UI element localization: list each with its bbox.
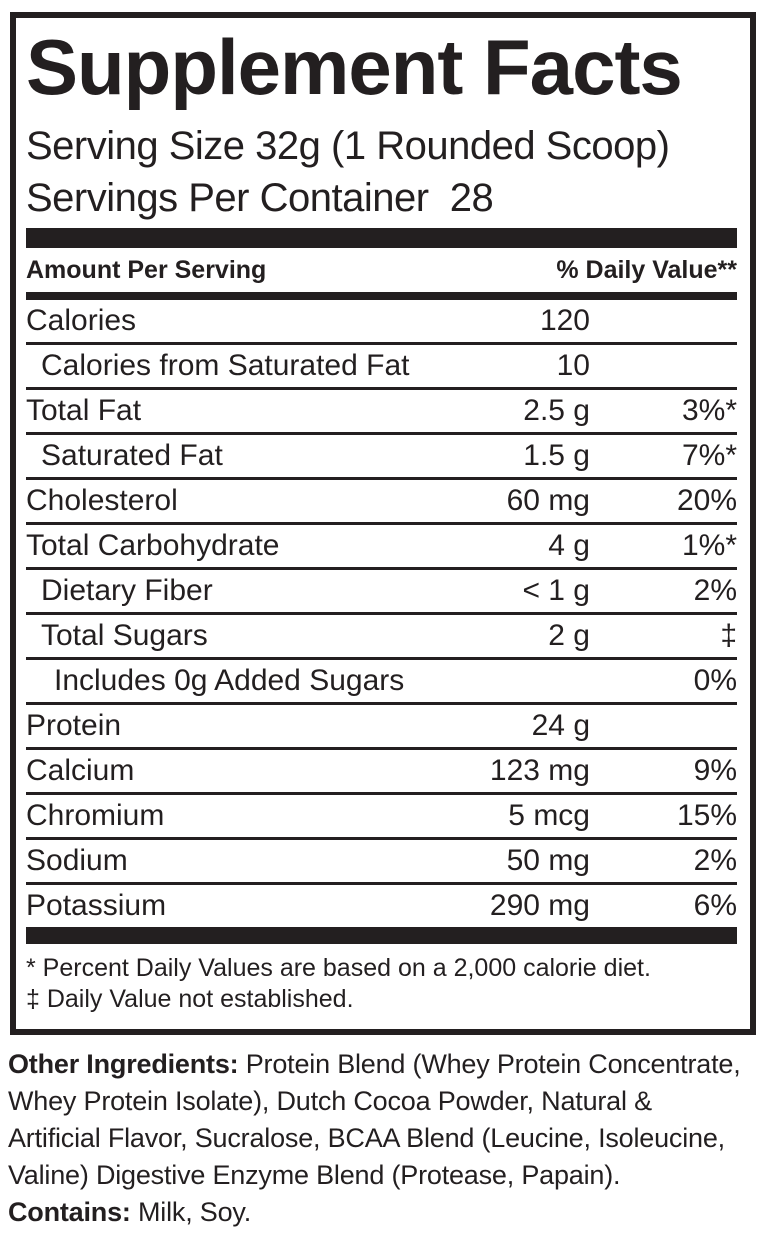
nutrient-name: Total Sugars xyxy=(41,619,208,652)
nutrient-amount: 4 g xyxy=(548,529,590,562)
nutrient-amount: 60 mg xyxy=(506,484,590,517)
nutrient-name: Calcium xyxy=(26,754,135,787)
nutrient-row: Protein 24 g xyxy=(26,705,737,750)
nutrient-daily-value: 2% xyxy=(693,844,737,877)
nutrient-row: Calories 120 xyxy=(26,300,737,345)
column-header-row: Amount Per Serving % Daily Value** xyxy=(26,248,737,292)
divider-bar-header xyxy=(26,292,737,300)
nutrient-daily-value: 7%* xyxy=(681,439,737,472)
nutrient-rows: Calories 120 Calories from Saturated Fat 10… xyxy=(26,300,737,927)
footnotes: * Percent Daily Values are based on a 2,… xyxy=(26,953,737,1015)
nutrient-name: Total Carbohydrate xyxy=(26,529,280,562)
nutrient-daily-value: 2% xyxy=(693,574,737,607)
other-ingredients-line: Whey Protein Isolate), Dutch Cocoa Powde… xyxy=(8,1086,652,1116)
nutrient-amount: 120 xyxy=(539,304,590,337)
daily-value-header: % Daily Value** xyxy=(556,255,737,284)
servings-per-container: Servings Per Container 28 xyxy=(26,176,494,220)
nutrient-daily-value: 3%* xyxy=(681,394,737,427)
nutrient-daily-value: 20% xyxy=(676,484,737,517)
nutrient-amount: 2 g xyxy=(548,619,590,652)
divider-bar-top xyxy=(26,228,737,248)
nutrient-amount: 1.5 g xyxy=(523,439,590,472)
nutrient-row: Total Fat 2.5 g 3%* xyxy=(26,390,737,435)
nutrient-row: Dietary Fiber < 1 g 2% xyxy=(26,570,737,615)
nutrient-daily-value: ‡ xyxy=(720,619,737,652)
nutrient-row: Chromium 5 mcg 15% xyxy=(26,795,737,840)
nutrient-amount: 123 mg xyxy=(489,754,590,787)
nutrient-daily-value: 1%* xyxy=(681,529,737,562)
serving-size: Serving Size 32g (1 Rounded Scoop) xyxy=(26,124,670,168)
nutrient-row: Sodium 50 mg 2% xyxy=(26,840,737,885)
nutrient-name: Cholesterol xyxy=(26,484,178,517)
supplement-facts-panel: Supplement Facts Serving Size 32g (1 Rou… xyxy=(10,12,756,1035)
nutrient-name: Dietary Fiber xyxy=(41,574,213,607)
nutrient-name: Includes 0g Added Sugars xyxy=(54,664,405,697)
nutrient-amount: 50 mg xyxy=(506,844,590,877)
nutrient-name: Saturated Fat xyxy=(41,439,223,472)
nutrient-row: Includes 0g Added Sugars 0% xyxy=(26,660,737,705)
nutrient-row: Potassium 290 mg 6% xyxy=(26,885,737,927)
other-ingredients-label: Other Ingredients: xyxy=(8,1049,239,1079)
nutrient-name: Protein xyxy=(26,709,122,742)
other-ingredients-line: Valine) Digestive Enzyme Blend (Protease… xyxy=(8,1160,621,1190)
nutrient-row: Cholesterol 60 mg 20% xyxy=(26,480,737,525)
nutrient-daily-value: 6% xyxy=(693,889,737,922)
divider-bar-bottom xyxy=(26,927,737,944)
nutrient-amount: 24 g xyxy=(531,709,590,742)
nutrient-name: Sodium xyxy=(26,844,128,877)
other-ingredients-text: Protein Blend (Whey Protein Concentrate, xyxy=(238,1049,741,1079)
nutrient-daily-value: 9% xyxy=(693,754,737,787)
nutrient-name: Calories xyxy=(26,304,137,337)
nutrient-row: Calcium 123 mg 9% xyxy=(26,750,737,795)
footnote-line: ‡ Daily Value not established. xyxy=(26,985,354,1013)
other-ingredients-line: Artificial Flavor, Sucralose, BCAA Blend… xyxy=(8,1123,725,1153)
nutrient-amount: < 1 g xyxy=(522,574,590,607)
nutrient-row: Calories from Saturated Fat 10 xyxy=(26,345,737,390)
contains-label: Contains: xyxy=(8,1197,131,1227)
contains-text: Milk, Soy. xyxy=(130,1197,252,1227)
nutrient-name: Calories from Saturated Fat xyxy=(41,349,410,382)
footnote-line: * Percent Daily Values are based on a 2,… xyxy=(26,954,651,982)
nutrient-row: Total Sugars 2 g ‡ xyxy=(26,615,737,660)
panel-title: Supplement Facts xyxy=(26,23,683,111)
nutrient-row: Saturated Fat 1.5 g 7%* xyxy=(26,435,737,480)
nutrient-daily-value: 15% xyxy=(676,799,737,832)
nutrient-name: Total Fat xyxy=(26,394,142,427)
other-ingredients-line: Other Ingredients: Protein Blend (Whey P… xyxy=(8,1046,760,1083)
serving-info: Serving Size 32g (1 Rounded Scoop) Servi… xyxy=(26,120,737,224)
other-ingredients-section: Other Ingredients: Protein Blend (Whey P… xyxy=(8,1046,760,1231)
nutrient-amount: 2.5 g xyxy=(523,394,590,427)
nutrient-row: Total Carbohydrate 4 g 1%* xyxy=(26,525,737,570)
nutrient-daily-value: 0% xyxy=(693,664,737,697)
nutrient-amount: 290 mg xyxy=(489,889,590,922)
nutrient-name: Potassium xyxy=(26,889,167,922)
nutrient-amount: 5 mcg xyxy=(508,799,590,832)
nutrient-name: Chromium xyxy=(26,799,165,832)
contains-line: Contains: Milk, Soy. xyxy=(8,1194,760,1231)
amount-per-serving-header: Amount Per Serving xyxy=(26,255,267,284)
nutrient-amount: 10 xyxy=(556,349,590,382)
